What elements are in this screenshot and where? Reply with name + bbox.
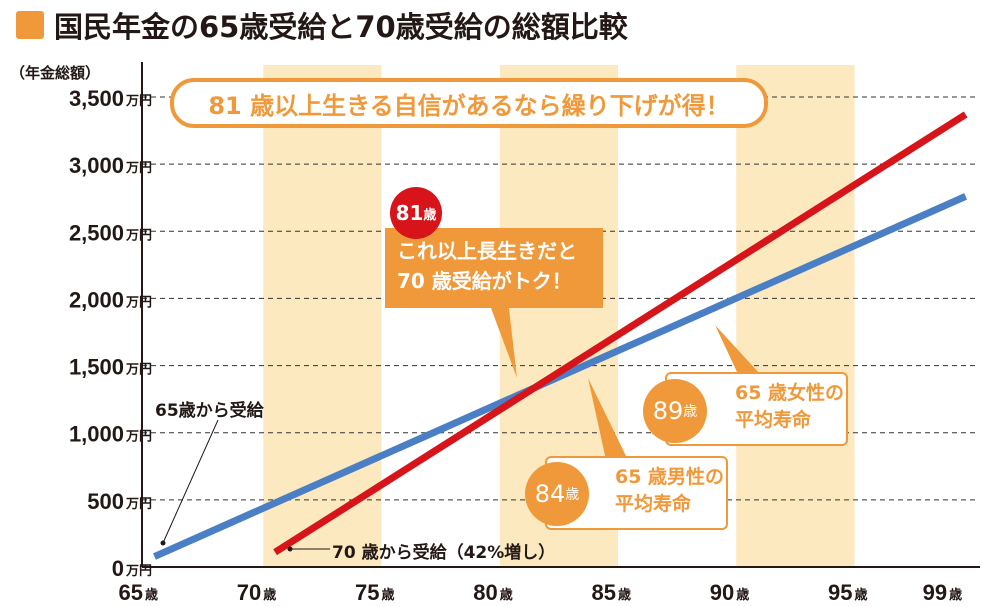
male-line2: 平均寿命 bbox=[615, 493, 692, 515]
x-tick-unit: 歳 bbox=[949, 587, 962, 603]
male-age-badge: 84 歳 bbox=[525, 462, 589, 526]
leader-dot-65 bbox=[160, 540, 166, 546]
series-line-65 bbox=[153, 193, 968, 560]
y-tick-label: 1,500 bbox=[69, 355, 124, 380]
x-tick-label: 95 bbox=[828, 580, 852, 605]
female-unit: 歳 bbox=[683, 404, 698, 420]
breakeven-callout: これ以上長生きだと 70 歳受給がトク！ bbox=[385, 228, 603, 308]
y-tick-label: 500 bbox=[87, 489, 124, 514]
banner: 81 歳以上生きる自信があるなら繰り下げが得！ bbox=[170, 78, 768, 128]
y-tick-label: 2,500 bbox=[69, 220, 124, 245]
female-line2: 平均寿命 bbox=[735, 409, 812, 431]
title-text: 国民年金の65歳受給と70歳受給の総額比較 bbox=[54, 10, 628, 44]
highlight-band bbox=[263, 65, 382, 567]
callout-line2: 70 歳受給がトク！ bbox=[397, 269, 572, 293]
title-square-icon bbox=[16, 11, 44, 39]
y-tick-label: 1,000 bbox=[69, 422, 124, 447]
highlight-band bbox=[736, 65, 855, 567]
y-tick-unit: 万円 bbox=[125, 228, 152, 243]
female-age: 89 bbox=[652, 397, 684, 425]
x-tick-unit: 歳 bbox=[736, 587, 749, 603]
badge-age: 81 bbox=[395, 201, 424, 225]
female-age-badge: 89 歳 bbox=[643, 379, 707, 443]
breakeven-badge: 81 歳 bbox=[390, 187, 442, 239]
chart-title: 国民年金の65歳受給と70歳受給の総額比較 bbox=[16, 4, 628, 46]
male-age: 84 bbox=[534, 480, 566, 508]
series-label-70: 70 歳から受給（42%増し） bbox=[332, 543, 556, 563]
x-tick-label: 99 bbox=[923, 580, 947, 605]
leader-line-65 bbox=[162, 419, 219, 544]
badge-unit: 歳 bbox=[423, 207, 437, 223]
male-pointer bbox=[588, 378, 628, 460]
y-tick-unit: 万円 bbox=[125, 430, 152, 445]
x-tick-unit: 歳 bbox=[145, 587, 158, 603]
x-tick-unit: 歳 bbox=[382, 587, 395, 603]
x-tick-unit: 歳 bbox=[855, 587, 868, 603]
y-tick-unit: 万円 bbox=[125, 363, 152, 378]
female-line1: 65 歳女性の bbox=[735, 382, 845, 404]
y-tick-unit: 万円 bbox=[125, 94, 152, 109]
x-tick-label: 65 bbox=[119, 580, 143, 605]
callout-line1: これ以上長生きだと bbox=[397, 239, 577, 263]
y-tick-unit: 万円 bbox=[125, 161, 152, 176]
y-tick-label: 2,000 bbox=[69, 287, 124, 312]
series-line-70 bbox=[273, 111, 968, 556]
x-tick-unit: 歳 bbox=[500, 587, 513, 603]
y-tick-unit: 万円 bbox=[125, 497, 152, 512]
x-tick-label: 75 bbox=[355, 580, 379, 605]
y-axis-label: （年金総額） bbox=[10, 64, 101, 82]
x-tick-label: 90 bbox=[710, 580, 734, 605]
y-tick-label: 3,000 bbox=[69, 153, 124, 178]
x-tick-label: 70 bbox=[237, 580, 261, 605]
x-tick-label: 80 bbox=[473, 580, 497, 605]
y-tick-unit: 万円 bbox=[125, 295, 152, 310]
male-line1: 65 歳男性の bbox=[615, 466, 725, 488]
series-label-65: 65歳から受給 bbox=[155, 401, 264, 421]
y-tick-label: 0 bbox=[112, 556, 124, 581]
leader-dot-70 bbox=[287, 546, 293, 552]
y-tick-label: 3,500 bbox=[69, 86, 124, 111]
female-pointer bbox=[715, 325, 760, 374]
x-tick-unit: 歳 bbox=[263, 587, 276, 603]
callout-pointer bbox=[488, 300, 517, 378]
x-tick-unit: 歳 bbox=[618, 587, 631, 603]
male-unit: 歳 bbox=[565, 487, 580, 503]
x-tick-label: 85 bbox=[592, 580, 616, 605]
